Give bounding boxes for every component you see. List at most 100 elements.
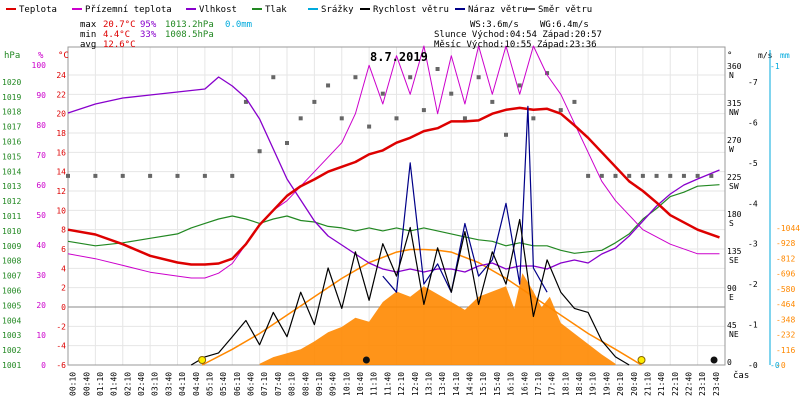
tick-mm: -1 bbox=[770, 62, 780, 71]
tick-hpa: 1002 bbox=[2, 346, 21, 355]
tick-x: 17:40 bbox=[548, 372, 557, 396]
stat-max-label: max bbox=[80, 20, 97, 30]
tick-x: 18:40 bbox=[575, 372, 584, 396]
tick-ms: -1 bbox=[748, 321, 758, 330]
moonset-marker bbox=[710, 356, 718, 364]
unit-deg: ° bbox=[727, 51, 732, 61]
tick-temp: 8 bbox=[61, 226, 66, 235]
tick-x: 12:10 bbox=[397, 372, 406, 396]
wind-direction-point bbox=[490, 99, 495, 104]
tick-pct: 30 bbox=[36, 271, 46, 280]
wind-direction-point bbox=[202, 173, 207, 178]
legend-label: Náraz větru bbox=[468, 5, 528, 15]
wind-direction-point bbox=[572, 99, 577, 104]
wind-direction-point bbox=[599, 173, 604, 178]
series-ground-temp-line bbox=[67, 45, 720, 279]
tick-hpa: 1001 bbox=[2, 361, 21, 370]
tick-x: 10:40 bbox=[356, 372, 365, 396]
wind-direction-point bbox=[613, 173, 618, 178]
stat-max-press: 1013.2hPa bbox=[165, 20, 214, 30]
wind-direction-point bbox=[230, 173, 235, 178]
tick-hpa: 1011 bbox=[2, 212, 21, 221]
stat-max-temp: 20.7°C bbox=[103, 20, 136, 30]
stat-min-label: min bbox=[80, 30, 96, 40]
tick-hpa: 1019 bbox=[2, 93, 21, 102]
tick-dir-name: SE bbox=[729, 256, 739, 265]
tick-hpa: 1005 bbox=[2, 301, 21, 310]
wind-direction-point bbox=[326, 83, 331, 88]
tick-ms: -6 bbox=[748, 118, 758, 127]
tick-ms: -2 bbox=[748, 280, 758, 289]
tick-wm2: -580 bbox=[776, 285, 795, 294]
tick-dir-name: NE bbox=[729, 330, 739, 339]
tick-x: 13:40 bbox=[438, 372, 447, 396]
wind-direction-point bbox=[627, 173, 632, 178]
tick-hpa: 1009 bbox=[2, 242, 21, 251]
tick-dir-name: W bbox=[729, 145, 734, 154]
wind-direction-point bbox=[449, 91, 454, 96]
tick-hpa: 1010 bbox=[2, 227, 21, 236]
tick-dir-deg: 225 bbox=[727, 173, 742, 182]
tick-x: 23:40 bbox=[712, 372, 721, 396]
wind-direction-point bbox=[339, 116, 344, 121]
tick-x: 06:40 bbox=[247, 372, 256, 396]
tick-temp: 2 bbox=[61, 284, 66, 293]
tick-x: 21:40 bbox=[657, 372, 666, 396]
tick-x: 14:10 bbox=[452, 372, 461, 396]
tick-x: 09:40 bbox=[329, 372, 338, 396]
tick-hpa: 1016 bbox=[2, 138, 21, 147]
stat-sun: Slunce Východ:04:54 Západ:20:57 bbox=[434, 30, 602, 40]
tick-wm2: -232 bbox=[776, 331, 795, 340]
tick-pct: 70 bbox=[36, 151, 46, 160]
wind-direction-point bbox=[312, 99, 317, 104]
wind-direction-point bbox=[93, 173, 98, 178]
tick-x: 04:10 bbox=[178, 372, 187, 396]
tick-wm2: -116 bbox=[776, 346, 795, 355]
tick-x: 08:40 bbox=[301, 372, 310, 396]
legend-label: Srážky bbox=[321, 5, 354, 15]
tick-dir-deg: 45 bbox=[727, 321, 737, 330]
tick-temp: -4 bbox=[56, 342, 66, 351]
tick-x: 20:40 bbox=[630, 372, 639, 396]
tick-dir-name: E bbox=[729, 293, 734, 302]
wind-direction-point bbox=[394, 116, 399, 121]
tick-dir-deg: 90 bbox=[727, 284, 737, 293]
legend-label: Přízemní teplota bbox=[85, 5, 172, 15]
tick-temp: 14 bbox=[56, 168, 66, 177]
unit-temp: °C bbox=[58, 51, 69, 61]
tick-x: 00:10 bbox=[69, 372, 78, 396]
wind-direction-point bbox=[531, 116, 536, 121]
wind-direction-point bbox=[695, 173, 700, 178]
tick-temp: -6 bbox=[56, 361, 66, 370]
series-wind-speed-line bbox=[190, 218, 630, 366]
tick-hpa: 1006 bbox=[2, 287, 21, 296]
tick-pct: 60 bbox=[36, 181, 46, 190]
tick-wm2: -348 bbox=[776, 315, 795, 324]
wind-direction-point bbox=[243, 99, 248, 104]
tick-temp: 0 bbox=[61, 303, 66, 312]
wind-direction-point bbox=[271, 75, 276, 80]
legend-label: Rychlost větru bbox=[373, 5, 449, 15]
wind-direction-point bbox=[476, 75, 481, 80]
tick-temp: -2 bbox=[56, 322, 66, 331]
stat-avg-temp: 12.6°C bbox=[103, 40, 136, 50]
wind-direction-point bbox=[66, 173, 70, 178]
wind-direction-point bbox=[709, 173, 714, 178]
chart-title: 8.7.2019 bbox=[370, 50, 428, 64]
tick-x: 15:10 bbox=[479, 372, 488, 396]
tick-x: 19:40 bbox=[602, 372, 611, 396]
tick-x: 06:10 bbox=[233, 372, 242, 396]
tick-hpa: 1012 bbox=[2, 197, 21, 206]
tick-x: 01:40 bbox=[110, 372, 119, 396]
tick-pct: 40 bbox=[36, 241, 46, 250]
x-axis-label: čas bbox=[733, 370, 749, 381]
sunrise-marker bbox=[198, 356, 207, 364]
tick-dir-deg: 360 bbox=[727, 62, 742, 71]
tick-x: 19:10 bbox=[589, 372, 598, 396]
tick-x: 02:10 bbox=[123, 372, 132, 396]
tick-temp: 24 bbox=[56, 71, 66, 80]
wind-direction-point bbox=[285, 141, 289, 145]
legend-label: Teplota bbox=[19, 5, 57, 15]
